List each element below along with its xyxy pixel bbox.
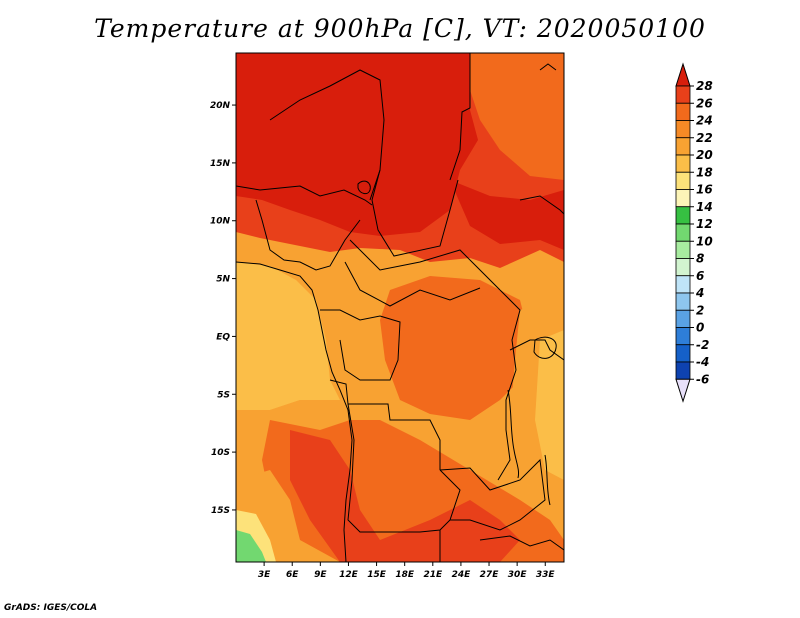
lake-chad [357, 180, 371, 195]
lat-tick-label: 15S [211, 506, 230, 516]
colorbar-label: 2 [696, 303, 704, 317]
colorbar-swatch [675, 206, 691, 225]
colorbar-label: 0 [696, 321, 704, 335]
lon-tick-label: 3E [258, 570, 271, 580]
lon-tick-label: 6E [286, 570, 299, 580]
colorbar-label: 6 [696, 269, 704, 283]
colorbar-swatch [675, 85, 691, 104]
border-car-north [349, 239, 501, 291]
border-zimbabwe [479, 535, 564, 551]
lon-tick-label: 33E [536, 570, 556, 580]
colorbar-swatch [675, 361, 691, 380]
colorbar-label: 4 [695, 286, 704, 300]
colorbar-swatch [675, 309, 691, 328]
border-congo [320, 309, 401, 381]
border-egypt-sudan [449, 53, 471, 181]
colorbar-label: -2 [696, 338, 709, 352]
colorbar-label: 8 [696, 252, 704, 266]
lat-tick-label: 10S [211, 448, 230, 458]
colorbar-label: -4 [696, 355, 709, 369]
lat-tick-label: 10N [210, 217, 231, 227]
colorbar-swatch [675, 344, 691, 363]
field-28-east [450, 180, 564, 250]
colorbar-swatch [675, 171, 691, 190]
field-12-sw [236, 530, 266, 562]
colorbar-swatch [675, 240, 691, 259]
colorbar-label: 18 [696, 165, 713, 179]
lon-tick-label: 30E [508, 570, 528, 580]
lat-tick-label: 20N [210, 101, 231, 111]
map-frame [235, 52, 565, 563]
border-nigeria-cameroon [255, 199, 361, 271]
colorbar-swatch [675, 292, 691, 311]
colorbar-swatch [675, 258, 691, 277]
field-20-highlands [535, 330, 564, 480]
field-28-north [236, 53, 478, 236]
border-angola-south [347, 403, 461, 533]
colorbar-swatch [675, 223, 691, 242]
colorbar-swatch [675, 154, 691, 173]
latitude-axis: 20N 15N 10N 5N EQ 5S 10S 15S [210, 101, 236, 516]
colorbar-label: 12 [696, 217, 713, 231]
lon-tick-label: 15E [367, 570, 387, 580]
colorbar-top-arrow [675, 62, 691, 87]
colorbar-swatch [675, 275, 691, 294]
colorbar-label: 16 [696, 183, 713, 197]
lon-tick-label: 21E [423, 570, 443, 580]
field-24-congo [380, 276, 530, 420]
field-24-northeast [470, 53, 564, 180]
border-zambia [439, 458, 546, 531]
lat-tick-label: EQ [216, 332, 230, 342]
border-chad-sudan [371, 169, 459, 257]
lon-tick-label: 24E [452, 570, 472, 580]
lat-tick-label: 15N [210, 159, 231, 169]
grads-credit: GrADS: IGES/COLA [4, 603, 98, 613]
lake-malawi [544, 454, 551, 506]
colorbar-swatch [675, 327, 691, 346]
lake-tanganyika [507, 389, 519, 479]
border-libya-chad [269, 69, 385, 201]
border-eritrea [539, 63, 557, 71]
colorbar-label: 22 [696, 131, 713, 145]
coast-west [236, 261, 353, 562]
colorbar-label: 20 [696, 148, 713, 162]
plot-title: Temperature at 900hPa [C], VT: 202005010… [94, 14, 706, 43]
lon-tick-label: 12E [339, 570, 359, 580]
colorbar-label: 24 [696, 114, 713, 128]
colorbar-label: 28 [696, 79, 713, 93]
colorbar-label: 14 [696, 200, 713, 214]
border-angola-north [329, 379, 441, 470]
longitude-axis: 3E 6E 9E 12E 15E 18E 21E 24E 27E 30E 33E [258, 562, 556, 580]
temperature-field [236, 53, 564, 562]
border-drc-east [497, 289, 521, 481]
colorbar-label: 10 [696, 234, 713, 248]
colorbar-swatch [675, 102, 691, 121]
colorbar-label: -6 [696, 372, 709, 386]
lon-tick-label: 18E [395, 570, 415, 580]
colorbar-label: 26 [696, 96, 713, 110]
colorbar-swatch [675, 137, 691, 156]
colorbar-swatch [675, 189, 691, 208]
border-niger-nigeria [236, 185, 373, 206]
colorbar-swatch [675, 120, 691, 139]
field-20-west [236, 262, 340, 410]
lon-tick-label: 9E [314, 570, 327, 580]
colorbar-bottom-arrow [675, 378, 691, 403]
lon-tick-label: 27E [480, 570, 500, 580]
lat-tick-label: 5S [217, 390, 230, 400]
lake-victoria [533, 336, 557, 359]
field-26-south [290, 430, 520, 562]
country-borders [236, 53, 564, 562]
border-car-south [344, 261, 481, 307]
lat-tick-label: 5N [216, 275, 230, 285]
border-ethiopia [519, 195, 564, 215]
